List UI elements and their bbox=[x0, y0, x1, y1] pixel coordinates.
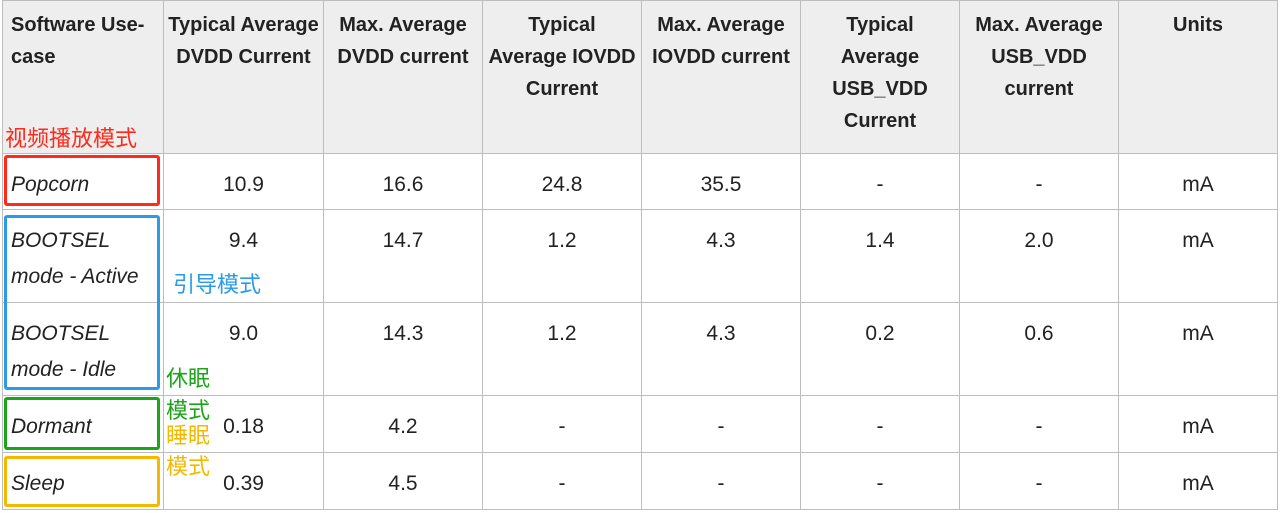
value-cell: 2.0 bbox=[959, 209, 1119, 303]
value-cell: 0.39 bbox=[163, 452, 324, 510]
table-row: Sleep 0.39 4.5 - - - - mA bbox=[2, 452, 1278, 510]
value-cell: - bbox=[641, 452, 801, 510]
header-typical-dvdd: Typical Average DVDD Current bbox=[163, 0, 324, 154]
value-cell: 14.7 bbox=[323, 209, 483, 303]
value-cell: 14.3 bbox=[323, 302, 483, 396]
header-max-iovdd: Max. Average IOVDD current bbox=[641, 0, 801, 154]
value-cell: 0.6 bbox=[959, 302, 1119, 396]
value-cell: - bbox=[800, 452, 960, 510]
video-playback-label: 视频播放模式 bbox=[5, 127, 138, 152]
use-case-cell: Sleep bbox=[2, 452, 164, 510]
value-cell: 1.2 bbox=[482, 302, 642, 396]
header-row: Software Use-case Typical Average DVDD C… bbox=[2, 0, 1278, 154]
bootsel-highlight-box bbox=[4, 215, 160, 390]
value-cell: - bbox=[959, 452, 1119, 510]
value-cell: - bbox=[482, 452, 642, 510]
value-cell: - bbox=[641, 395, 801, 453]
use-case-cell: BOOTSEL mode - Active bbox=[2, 209, 164, 303]
use-case-cell: BOOTSEL mode - Idle bbox=[2, 302, 164, 396]
value-cell: 4.5 bbox=[323, 452, 483, 510]
value-cell: 10.9 bbox=[163, 153, 324, 210]
units-cell: mA bbox=[1118, 452, 1278, 510]
dormant-highlight-box bbox=[4, 397, 160, 450]
sleep-label-line2: 模式 bbox=[166, 455, 211, 480]
units-cell: mA bbox=[1118, 395, 1278, 453]
value-cell: 1.2 bbox=[482, 209, 642, 303]
value-cell: 35.5 bbox=[641, 153, 801, 210]
sleep-label-line1: 睡眠 bbox=[166, 424, 211, 449]
use-case-cell: Popcorn bbox=[2, 153, 164, 210]
value-cell: - bbox=[800, 153, 960, 210]
value-cell: - bbox=[800, 395, 960, 453]
value-cell: - bbox=[482, 395, 642, 453]
value-cell: 1.4 bbox=[800, 209, 960, 303]
popcorn-highlight-box bbox=[4, 155, 160, 206]
value-cell: - bbox=[959, 153, 1119, 210]
table-row: BOOTSEL mode - Active 9.4 14.7 1.2 4.3 1… bbox=[2, 209, 1278, 303]
header-max-usb-vdd: Max. Average USB_VDD current bbox=[959, 0, 1119, 154]
header-use-case: Software Use-case bbox=[2, 0, 164, 154]
header-max-dvdd: Max. Average DVDD current bbox=[323, 0, 483, 154]
units-cell: mA bbox=[1118, 209, 1278, 303]
boot-mode-label: 引导模式 bbox=[173, 273, 262, 298]
table-row: BOOTSEL mode - Idle 9.0 14.3 1.2 4.3 0.2… bbox=[2, 302, 1278, 396]
value-cell: 4.3 bbox=[641, 302, 801, 396]
table-row: Popcorn 10.9 16.6 24.8 35.5 - - mA bbox=[2, 153, 1278, 210]
value-cell: 9.0 bbox=[163, 302, 324, 396]
value-cell: 4.2 bbox=[323, 395, 483, 453]
header-typical-iovdd: Typical Average IOVDD Current bbox=[482, 0, 642, 154]
units-cell: mA bbox=[1118, 153, 1278, 210]
sleep-highlight-box bbox=[4, 456, 160, 507]
dormant-label-line2: 模式 bbox=[166, 399, 211, 424]
use-case-cell: Dormant bbox=[2, 395, 164, 453]
value-cell: - bbox=[959, 395, 1119, 453]
value-cell: 4.3 bbox=[641, 209, 801, 303]
header-units: Units bbox=[1118, 0, 1278, 154]
value-cell: 0.2 bbox=[800, 302, 960, 396]
value-cell: 9.4 bbox=[163, 209, 324, 303]
value-cell: 16.6 bbox=[323, 153, 483, 210]
header-typical-usb-vdd: Typical Average USB_VDD Current bbox=[800, 0, 960, 154]
units-cell: mA bbox=[1118, 302, 1278, 396]
value-cell: 0.18 bbox=[163, 395, 324, 453]
dormant-label-line1: 休眠 bbox=[166, 367, 211, 392]
value-cell: 24.8 bbox=[482, 153, 642, 210]
